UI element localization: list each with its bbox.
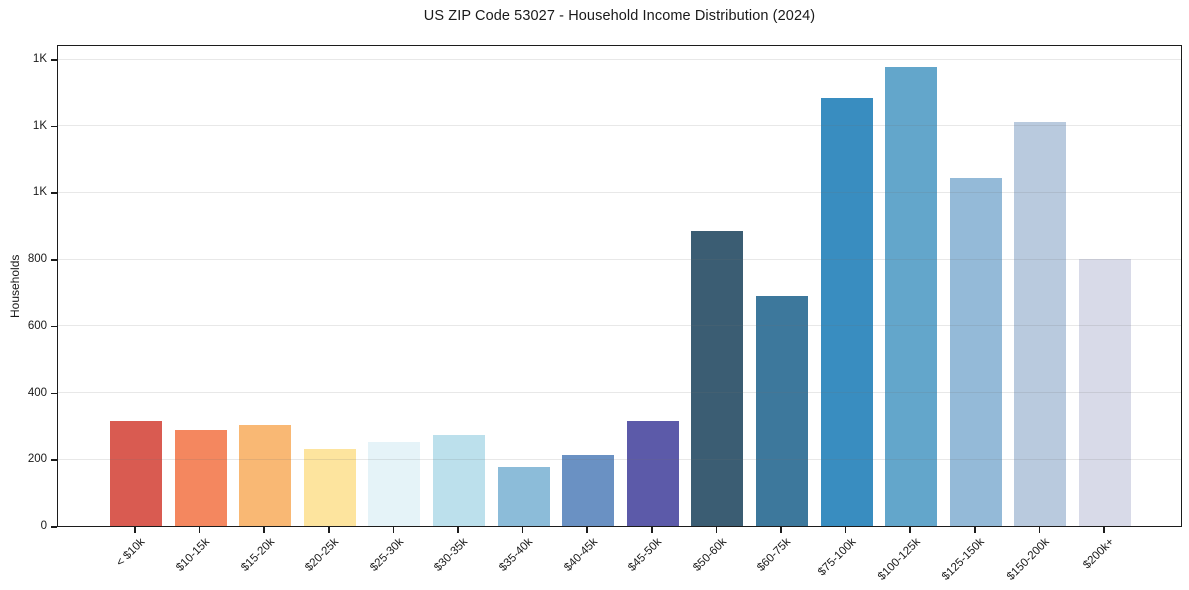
- x-tick-label: $45-50k: [626, 536, 665, 574]
- y-tick-label: 0: [40, 520, 47, 532]
- x-tick-mark: [1038, 527, 1041, 533]
- x-tick-mark: [457, 527, 459, 533]
- x-tick-label: $125-150k: [940, 536, 988, 583]
- x-tick-label: $200k+: [1081, 536, 1117, 572]
- bar-$100-125k: [885, 66, 938, 526]
- x-tick-mark: [263, 527, 265, 533]
- chart-title: US ZIP Code 53027 - Household Income Dis…: [423, 8, 816, 24]
- y-tick-label: 600: [27, 319, 47, 332]
- x-tick-label: $40-45k: [561, 536, 600, 574]
- x-tick-mark: [521, 527, 524, 533]
- x-tick-mark: [974, 527, 976, 533]
- bar-$60-75k: [756, 295, 808, 526]
- x-tick-label: $75-100k: [815, 536, 859, 579]
- x-tick-label: $10-15k: [174, 536, 213, 574]
- x-tick-label: < $10k: [114, 536, 148, 570]
- bar-$10-15k: [174, 429, 227, 526]
- y-tick-mark: [51, 392, 57, 395]
- x-tick-mark: [328, 527, 330, 533]
- x-tick-mark: [586, 527, 588, 533]
- x-tick-mark: [1103, 527, 1105, 533]
- bar-$20-25k: [303, 448, 356, 526]
- y-tick-mark: [51, 125, 57, 128]
- y-tick-label: 1K: [32, 53, 47, 65]
- x-tick-mark: [198, 527, 201, 533]
- bar-$25-30k: [368, 441, 421, 526]
- x-tick-label: $25-30k: [368, 536, 406, 574]
- bar-$40-45k: [562, 455, 615, 526]
- y-tick-label: 1K: [32, 186, 47, 199]
- bar-$50-60k: [691, 230, 744, 526]
- bar-$150-200k: [1014, 121, 1067, 526]
- gridline-y-1400: [58, 58, 1181, 60]
- gridline-y-400: [58, 392, 1181, 394]
- bar-$75-100k: [820, 98, 873, 526]
- y-tick-mark: [51, 526, 57, 528]
- y-tick-mark: [51, 259, 57, 261]
- x-tick-mark: [715, 527, 718, 533]
- gridline-y-1000: [58, 191, 1181, 193]
- gridline-y-800: [58, 258, 1181, 260]
- bar-$30-35k: [433, 435, 485, 526]
- x-tick-label: $20-25k: [303, 536, 342, 574]
- gridline-y-200: [58, 458, 1181, 460]
- x-tick-mark: [392, 527, 395, 533]
- gridline-y-600: [58, 325, 1181, 327]
- plot-area: [57, 45, 1182, 527]
- x-tick-mark: [844, 527, 847, 533]
- x-tick-mark: [134, 527, 136, 533]
- x-tick-mark: [780, 527, 782, 533]
- x-tick-mark: [651, 527, 653, 533]
- x-tick-label: $30-35k: [432, 536, 471, 574]
- y-tick-label: 200: [27, 453, 47, 466]
- x-tick-label: $60-75k: [755, 536, 794, 574]
- y-tick-label: 800: [27, 253, 47, 266]
- bar-$35-40k: [497, 467, 550, 526]
- bar-< $10k: [110, 420, 162, 526]
- y-tick-mark: [51, 325, 57, 328]
- bar-$45-50k: [626, 421, 679, 526]
- y-tick-label: 1K: [32, 119, 47, 132]
- x-tick-label: $150-200k: [1004, 536, 1052, 583]
- y-tick-mark: [51, 192, 57, 194]
- bar-$15-20k: [239, 425, 292, 526]
- gridline-y-1200: [58, 125, 1181, 127]
- x-tick-label: $15-20k: [238, 536, 277, 574]
- x-tick-mark: [909, 527, 911, 533]
- x-tick-label: $100-125k: [875, 536, 923, 583]
- bar-$200k+: [1079, 259, 1131, 526]
- y-tick-mark: [51, 59, 57, 61]
- y-tick-label: 400: [27, 386, 47, 399]
- y-tick-mark: [51, 459, 57, 461]
- x-tick-label: $50-60k: [691, 536, 729, 574]
- bar-$125-150k: [949, 178, 1002, 526]
- x-tick-label: $35-40k: [497, 536, 536, 574]
